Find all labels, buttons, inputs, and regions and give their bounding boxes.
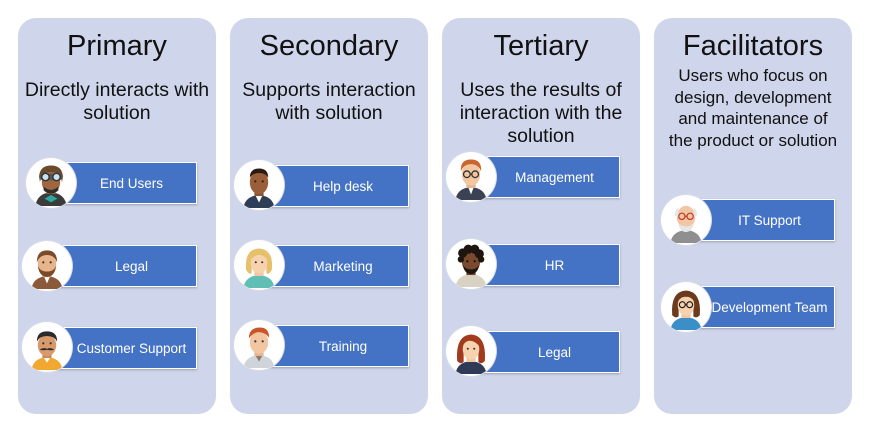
role-it-support: IT Support	[690, 199, 835, 241]
man-with-glasses-icon	[446, 152, 496, 202]
column-secondary: Secondary Supports interaction with solu…	[230, 18, 428, 414]
column-description: Supports interaction with solution	[242, 79, 416, 124]
column-title: Facilitators	[682, 30, 824, 62]
role-hr: HR	[475, 244, 620, 286]
role-marketing: Marketing	[263, 245, 409, 287]
mustache-man-icon	[22, 322, 72, 372]
column-title: Primary	[67, 30, 167, 62]
man-avatar-icon	[234, 160, 284, 210]
red-hair-man-icon	[234, 320, 284, 370]
blonde-woman-icon	[234, 240, 284, 290]
column-facilitators: Facilitators Users who focus on design, …	[654, 18, 852, 414]
role-legal: Legal	[475, 331, 620, 373]
role-customer-support: Customer Support	[52, 327, 197, 369]
role-legal: Legal	[52, 245, 197, 287]
column-primary: Primary Directly interacts with solution…	[18, 18, 216, 414]
role-management: Management	[475, 156, 620, 198]
column-description: Uses the results of interaction with the…	[459, 79, 623, 147]
role-training: Training	[263, 325, 409, 367]
column-description: Directly interacts with solution	[24, 79, 210, 124]
column-description: Users who focus on design, development a…	[668, 66, 838, 150]
role-help-desk: Help desk	[263, 165, 409, 207]
role-development-team: Development Team	[690, 286, 835, 328]
woman-with-glasses-icon	[661, 282, 711, 332]
aviator-user-icon	[26, 158, 76, 208]
bearded-man-icon	[22, 241, 72, 291]
red-hair-woman-icon	[446, 326, 496, 376]
elderly-man-icon	[661, 195, 711, 245]
column-title: Secondary	[259, 30, 399, 62]
column-title: Tertiary	[493, 30, 589, 62]
role-end-users: End Users	[52, 162, 197, 204]
column-tertiary: Tertiary Uses the results of interaction…	[442, 18, 640, 414]
curly-hair-man-icon	[446, 239, 496, 289]
